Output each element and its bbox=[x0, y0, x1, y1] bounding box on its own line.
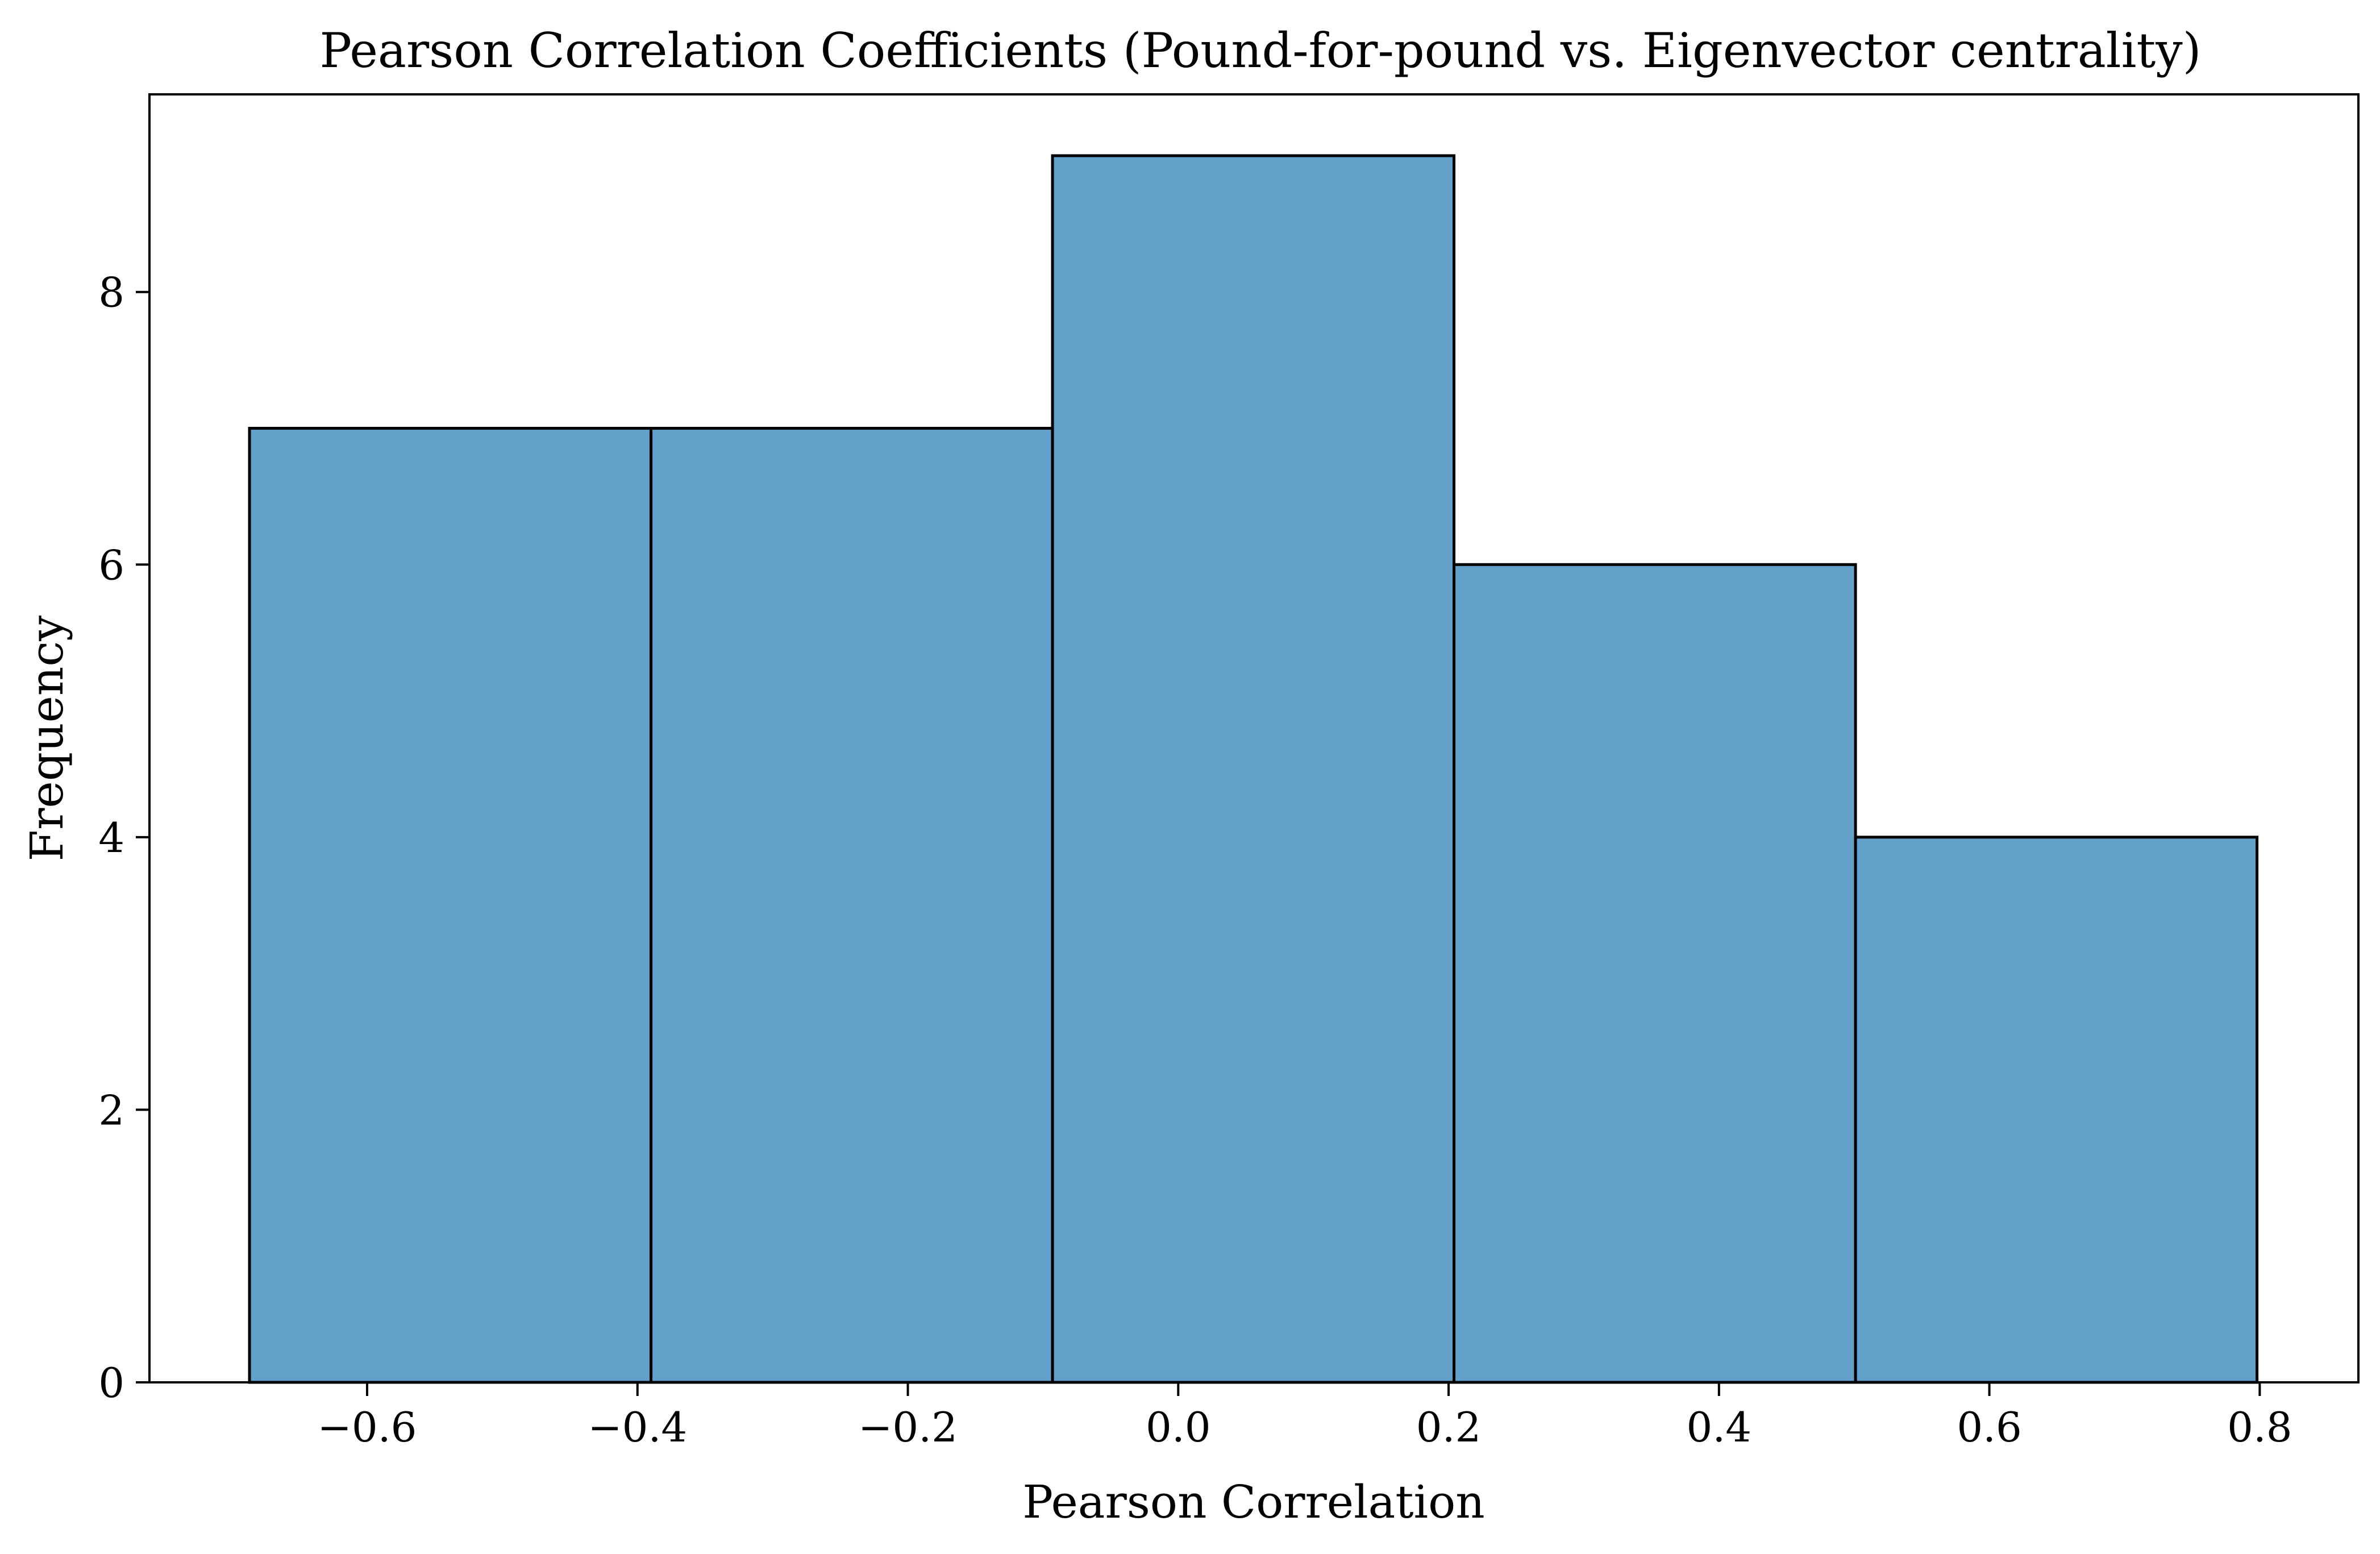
y-ticks-group: 0 2 4 6 8 bbox=[98, 269, 149, 1407]
bars-group bbox=[248, 154, 2259, 1384]
histogram-bar bbox=[248, 426, 653, 1384]
x-ticks-group: −0.6 −0.4 −0.2 0.0 0.2 0.4 0.6 0.8 bbox=[318, 1382, 2292, 1451]
histogram-bar bbox=[650, 426, 1054, 1384]
x-tick-label: 0.4 bbox=[1687, 1403, 1752, 1451]
histogram-bar bbox=[1854, 836, 2259, 1384]
y-tick-label: 2 bbox=[98, 1086, 124, 1134]
y-tick-label: 4 bbox=[98, 814, 124, 862]
y-tick-label: 6 bbox=[98, 541, 124, 589]
x-tick-label: 0.8 bbox=[2227, 1403, 2292, 1451]
x-tick-label: −0.6 bbox=[318, 1403, 417, 1451]
chart-title: Pearson Correlation Coefficients (Pound-… bbox=[319, 23, 2201, 78]
histogram-bar bbox=[1051, 154, 1456, 1384]
y-tick-label: 8 bbox=[98, 269, 124, 317]
plot-frame bbox=[148, 93, 2360, 1383]
x-tick-label: 0.0 bbox=[1146, 1403, 1211, 1451]
y-tick-label: 0 bbox=[98, 1359, 124, 1407]
x-tick-label: 0.6 bbox=[1957, 1403, 2022, 1451]
x-tick-label: −0.4 bbox=[588, 1403, 687, 1451]
histogram-bar bbox=[1453, 563, 1857, 1384]
x-tick-label: −0.2 bbox=[858, 1403, 958, 1451]
y-axis-label: Frequency bbox=[20, 616, 73, 862]
x-axis-label: Pearson Correlation bbox=[1022, 1476, 1485, 1528]
x-tick-label: 0.2 bbox=[1416, 1403, 1482, 1451]
